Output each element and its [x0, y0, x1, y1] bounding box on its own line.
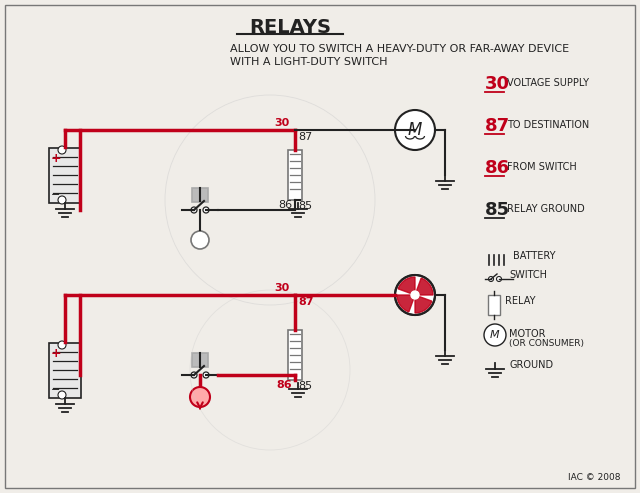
Circle shape: [203, 372, 209, 378]
Text: 87: 87: [298, 297, 314, 307]
Bar: [288, 150, 302, 200]
Text: FROM SWITCH: FROM SWITCH: [507, 162, 577, 172]
Text: IAC © 2008: IAC © 2008: [568, 473, 620, 482]
Text: 87: 87: [485, 117, 510, 135]
Circle shape: [395, 110, 435, 150]
Text: RELAY: RELAY: [505, 296, 536, 306]
Text: MOTOR: MOTOR: [509, 329, 545, 339]
Text: M: M: [408, 121, 422, 139]
Bar: [49, 148, 81, 203]
Circle shape: [191, 372, 197, 378]
Wedge shape: [415, 295, 432, 313]
Text: 86: 86: [278, 200, 292, 210]
Bar: [49, 343, 81, 398]
Circle shape: [484, 324, 506, 346]
Text: ALLOW YOU TO SWITCH A HEAVY-DUTY OR FAR-AWAY DEVICE: ALLOW YOU TO SWITCH A HEAVY-DUTY OR FAR-…: [230, 44, 569, 54]
Text: 86: 86: [276, 380, 292, 390]
Bar: [488, 295, 500, 315]
Circle shape: [58, 391, 66, 399]
Text: WITH A LIGHT-DUTY SWITCH: WITH A LIGHT-DUTY SWITCH: [230, 57, 387, 67]
Circle shape: [203, 207, 209, 213]
Text: 85: 85: [485, 201, 510, 219]
Text: 86: 86: [485, 159, 510, 177]
Text: VOLTAGE SUPPLY: VOLTAGE SUPPLY: [507, 78, 589, 88]
Circle shape: [411, 291, 419, 299]
Circle shape: [191, 207, 197, 213]
Text: −: −: [51, 385, 61, 395]
Text: 85: 85: [298, 201, 312, 211]
Circle shape: [191, 231, 209, 249]
Wedge shape: [397, 295, 415, 312]
Text: 30: 30: [275, 118, 290, 128]
Text: RELAY GROUND: RELAY GROUND: [507, 204, 585, 214]
Circle shape: [488, 277, 493, 282]
Wedge shape: [415, 278, 433, 295]
Text: BATTERY: BATTERY: [513, 251, 556, 261]
Circle shape: [395, 275, 435, 315]
Text: SWITCH: SWITCH: [509, 270, 547, 280]
Text: (OR CONSUMER): (OR CONSUMER): [509, 339, 584, 348]
Wedge shape: [398, 277, 415, 295]
Text: TO DESTINATION: TO DESTINATION: [507, 120, 589, 130]
Text: 30: 30: [275, 283, 290, 293]
Text: M: M: [490, 330, 500, 340]
Bar: [192, 353, 208, 367]
Circle shape: [497, 277, 502, 282]
Text: −: −: [51, 190, 61, 200]
Text: GROUND: GROUND: [509, 360, 553, 370]
Bar: [288, 330, 302, 380]
Circle shape: [58, 196, 66, 204]
Text: +: +: [51, 347, 61, 360]
Text: 85: 85: [298, 381, 312, 391]
Text: +: +: [51, 152, 61, 165]
Text: RELAYS: RELAYS: [249, 18, 331, 37]
Circle shape: [190, 387, 210, 407]
Text: 30: 30: [485, 75, 510, 93]
Circle shape: [58, 341, 66, 349]
Bar: [192, 188, 208, 202]
Text: 87: 87: [298, 132, 312, 142]
Circle shape: [58, 146, 66, 154]
